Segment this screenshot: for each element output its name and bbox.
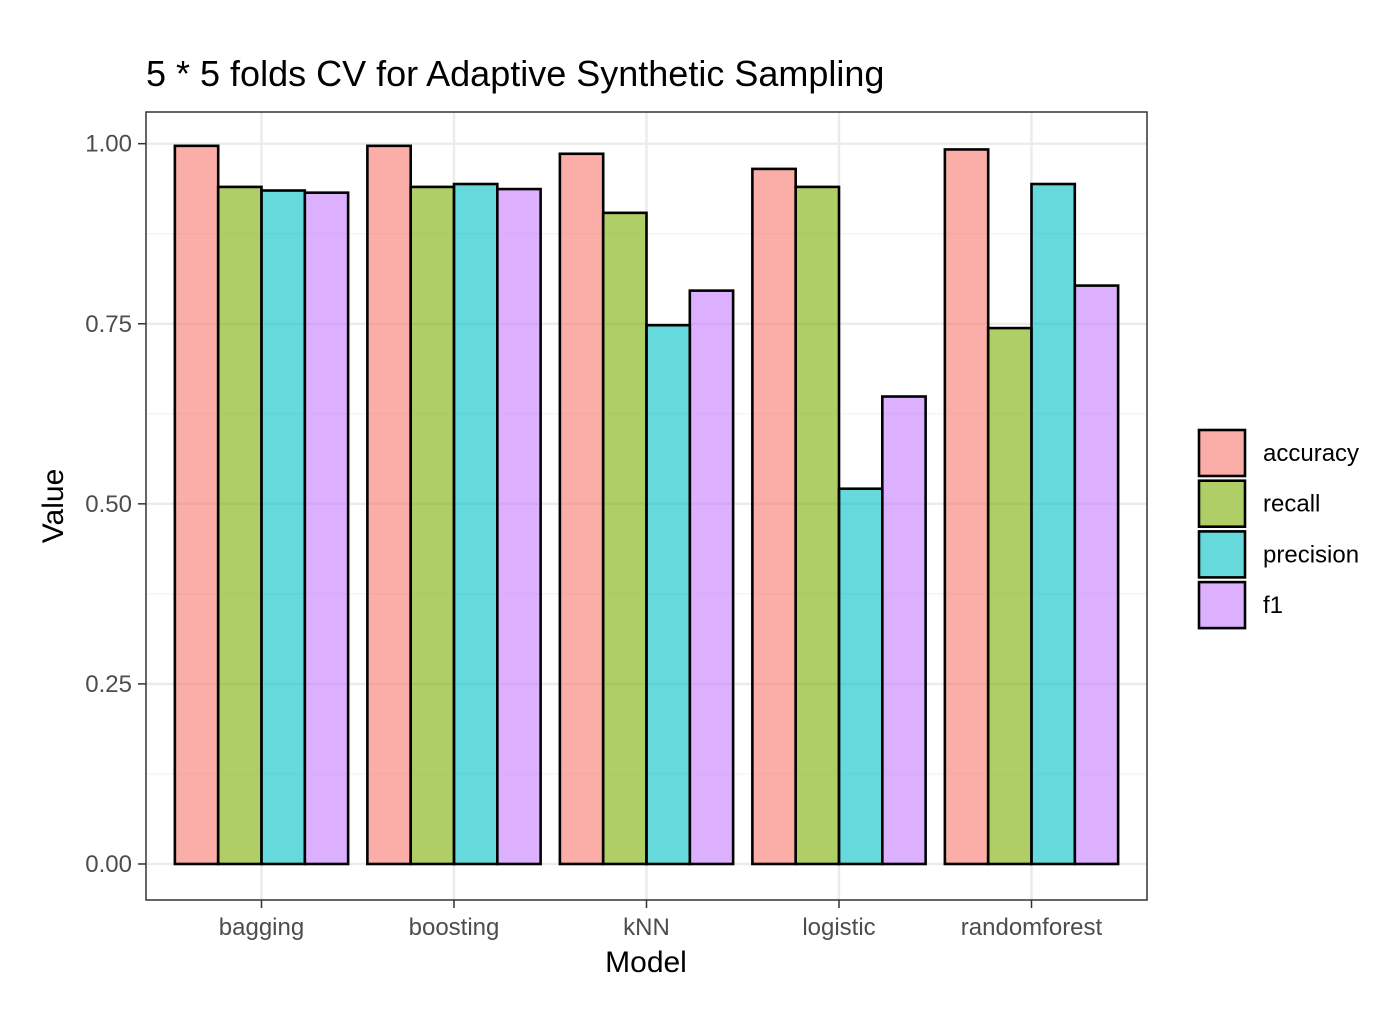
bar-boosting-precision [452,182,499,866]
y-axis-title: Value [37,469,70,544]
bar-kNN-f1 [688,289,735,866]
bar-bagging-recall [216,185,263,866]
y-tick-label: 0.50 [85,491,132,518]
x-axis-title: Model [605,946,687,979]
bar-boosting-accuracy [366,144,412,866]
legend-key-precision [1197,530,1247,579]
x-tick-label-randomforest: randomforest [961,914,1103,941]
x-tick-label-boosting: boosting [409,914,500,941]
bar-boosting-f1 [496,187,542,866]
bars [173,144,1120,866]
legend-key-recall [1197,479,1247,529]
bar-bagging-accuracy [173,144,220,866]
bar-kNN-precision [645,323,692,866]
bar-randomforest-f1 [1073,284,1120,866]
legend-label-recall: recall [1263,491,1320,518]
bar-boosting-recall [409,185,456,866]
bar-bagging-precision [260,189,307,866]
axes: 0.00 0.25 0.50 0.75 1.00 bagging boosting kNN lo… [85,131,1102,941]
bar-logistic-f1 [881,395,927,866]
y-tick-label: 0.00 [85,851,132,878]
bar-randomforest-recall [986,326,1033,866]
bar-bagging-f1 [303,191,350,866]
legend-key-f1 [1197,580,1247,630]
x-tick-label-logistic: logistic [802,914,875,941]
bar-kNN-recall [601,211,648,866]
bar-kNN-accuracy [558,152,605,866]
legend: accuracy recall precision f1 [1197,428,1359,630]
legend-key-accuracy [1197,428,1247,478]
legend-label-precision: precision [1263,541,1359,568]
bar-logistic-recall [794,185,841,866]
legend-label-accuracy: accuracy [1263,440,1359,467]
bar-randomforest-accuracy [943,148,990,866]
x-tick-label-bagging: bagging [219,914,304,941]
x-tick-label-kNN: kNN [623,914,670,941]
legend-label-f1: f1 [1263,592,1283,619]
y-tick-label: 0.75 [85,311,132,338]
bar-logistic-precision [837,487,884,866]
chart-title: 5 * 5 folds CV for Adaptive Synthetic Sa… [146,53,884,94]
bar-randomforest-precision [1030,182,1077,866]
bar-logistic-accuracy [751,167,797,866]
y-tick-label: 0.25 [85,671,132,698]
y-tick-label: 1.00 [85,131,132,158]
